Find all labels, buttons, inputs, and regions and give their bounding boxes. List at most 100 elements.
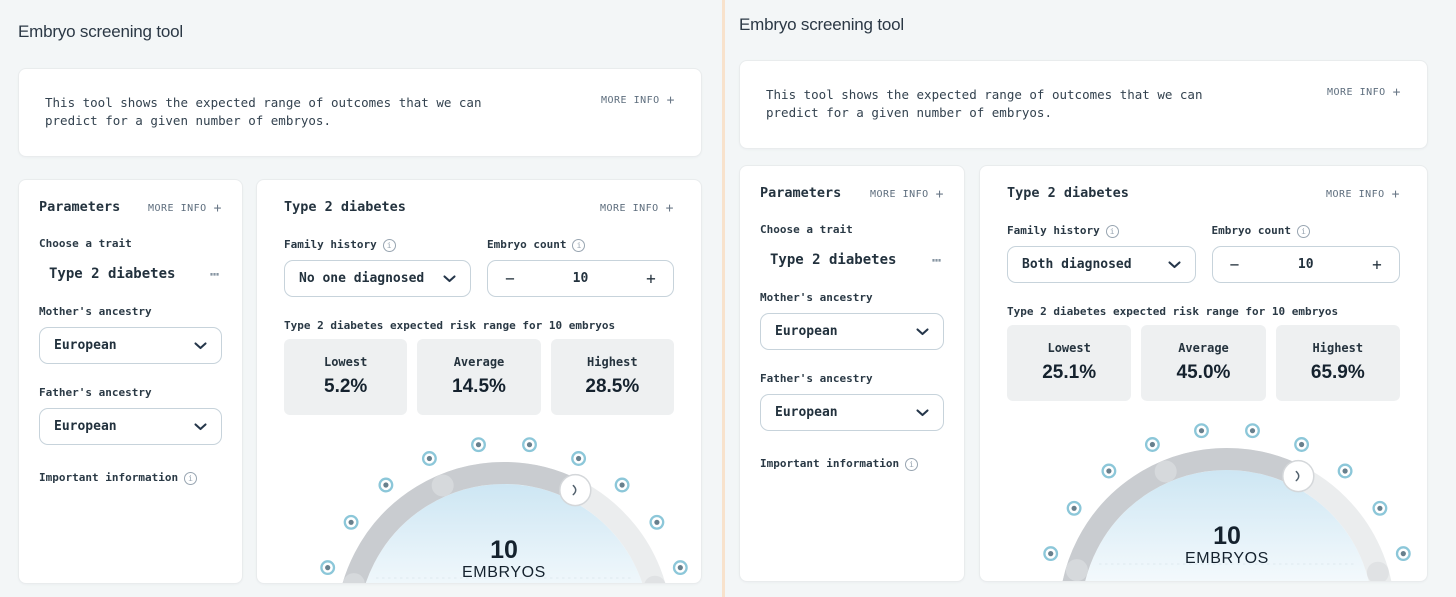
more-options-icon[interactable]: ⋯: [209, 265, 220, 283]
chevron-down-icon: [194, 422, 207, 430]
father-ancestry-select[interactable]: European: [39, 408, 222, 445]
stat-lowest: Lowest 5.2%: [284, 339, 408, 415]
embryo-marker-icon: [1337, 463, 1353, 479]
embryo-count-gauge[interactable]: 10 EMBRYOS: [284, 435, 701, 583]
trait-label: Choose a trait: [39, 237, 132, 250]
trait-value: Type 2 diabetes: [49, 266, 176, 282]
info-icon[interactable]: i: [184, 471, 198, 485]
important-information-label: Important information i: [760, 457, 919, 471]
trait-value: Type 2 diabetes: [770, 252, 897, 268]
intro-card: This tool shows the expected range of ou…: [739, 60, 1428, 149]
cards-row: Parameters MORE INFO + Choose a trait Ty…: [739, 165, 1428, 582]
embryo-marker-icon: [672, 560, 688, 576]
family-history-label: Family history i: [1007, 224, 1119, 238]
embryo-marker-icon: [1294, 437, 1310, 452]
more-info-label: MORE INFO: [869, 189, 929, 200]
more-info-label: MORE INFO: [1325, 189, 1385, 200]
more-info-button[interactable]: MORE INFO +: [869, 186, 944, 202]
embryo-marker-icon: [571, 451, 587, 466]
info-icon[interactable]: i: [382, 238, 396, 252]
decrement-button[interactable]: −: [1219, 249, 1251, 281]
embryo-count-gauge[interactable]: 10 EMBRYOS: [1007, 421, 1427, 581]
trait-card-heading: Type 2 diabetes: [1007, 185, 1129, 201]
screening-panel-right: Embryo screening tool This tool shows th…: [725, 0, 1456, 597]
more-info-button[interactable]: MORE INFO +: [599, 200, 674, 216]
trait-detail-card: Type 2 diabetes MORE INFO + Family histo…: [979, 165, 1428, 582]
mother-ancestry-label: Mother's ancestry: [39, 305, 152, 318]
family-history-select[interactable]: No one diagnosed: [284, 260, 471, 297]
more-info-button[interactable]: MORE INFO +: [600, 92, 675, 108]
trait-detail-card: Type 2 diabetes MORE INFO + Family histo…: [256, 179, 702, 584]
embryo-marker-icon: [649, 514, 665, 530]
embryo-marker-icon: [1101, 463, 1117, 479]
chevron-down-icon: [916, 327, 929, 335]
plus-icon: +: [666, 92, 675, 108]
info-icon[interactable]: i: [1296, 224, 1310, 238]
family-history-value: No one diagnosed: [299, 271, 425, 286]
plus-icon: +: [1392, 84, 1401, 100]
plus-icon: +: [1391, 186, 1400, 202]
embryo-marker-icon: [378, 477, 394, 493]
parameters-heading: Parameters: [39, 199, 121, 215]
embryo-marker-icon: [1066, 500, 1082, 516]
info-icon[interactable]: i: [905, 457, 919, 471]
trait-card-heading: Type 2 diabetes: [284, 199, 406, 215]
more-info-button[interactable]: MORE INFO +: [1327, 84, 1401, 100]
mother-ancestry-value: European: [775, 324, 838, 339]
more-info-label: MORE INFO: [600, 95, 660, 106]
stat-lowest: Lowest 25.1%: [1007, 325, 1132, 401]
embryo-marker-icon: [320, 560, 336, 576]
stat-highest: Highest 28.5%: [550, 339, 674, 415]
embryo-marker-icon: [1194, 423, 1209, 439]
trait-row: Type 2 diabetes ⋯: [770, 251, 944, 269]
father-ancestry-value: European: [54, 419, 117, 434]
embryo-count-value: 10: [572, 271, 589, 286]
embryo-marker-icon: [1245, 423, 1260, 439]
increment-button[interactable]: +: [1361, 249, 1393, 281]
cards-row: Parameters MORE INFO + Choose a trait Ty…: [18, 179, 702, 584]
chevron-down-icon: [443, 274, 456, 282]
parameters-heading: Parameters: [760, 185, 842, 201]
stat-average: Average 45.0%: [1141, 325, 1266, 401]
info-icon[interactable]: i: [1105, 224, 1119, 238]
stat-highest: Highest 65.9%: [1275, 325, 1400, 401]
plus-icon: +: [665, 200, 674, 216]
embryo-marker-icon: [343, 514, 359, 530]
gauge-handle-icon: [559, 473, 592, 507]
embryo-count-label: Embryo count i: [1212, 224, 1310, 238]
more-info-button[interactable]: MORE INFO +: [1325, 186, 1400, 202]
plus-icon: +: [213, 200, 222, 216]
embryo-marker-icon: [1043, 546, 1059, 562]
embryo-marker-icon: [1144, 437, 1160, 452]
risk-range-caption: Type 2 diabetes expected risk range for …: [1007, 305, 1339, 318]
father-ancestry-label: Father's ancestry: [760, 372, 873, 385]
intro-text: This tool shows the expected range of ou…: [766, 87, 1203, 120]
embryo-count-stepper: − 10 +: [1211, 246, 1400, 283]
panel-divider: [722, 0, 725, 597]
embryo-count-value: 10: [1297, 257, 1314, 272]
chevron-down-icon: [916, 408, 929, 416]
stat-average: Average 14.5%: [417, 339, 541, 415]
mother-ancestry-select[interactable]: European: [39, 327, 222, 364]
family-history-select[interactable]: Both diagnosed: [1007, 246, 1196, 283]
embryo-count-label: Embryo count i: [487, 238, 586, 252]
gauge-handle-icon: [1282, 459, 1315, 493]
father-ancestry-label: Father's ancestry: [39, 386, 152, 399]
info-icon[interactable]: i: [572, 238, 586, 252]
screening-panel-left: Embryo screening tool This tool shows th…: [0, 0, 722, 597]
more-info-label: MORE INFO: [147, 203, 207, 214]
intro-text: This tool shows the expected range of ou…: [45, 95, 482, 128]
increment-button[interactable]: +: [635, 263, 667, 295]
chevron-down-icon: [194, 341, 207, 349]
plus-icon: +: [935, 186, 944, 202]
chevron-down-icon: [1167, 260, 1181, 268]
parameters-card: Parameters MORE INFO + Choose a trait Ty…: [18, 179, 243, 584]
father-ancestry-select[interactable]: European: [760, 394, 944, 431]
more-info-button[interactable]: MORE INFO +: [147, 200, 222, 216]
embryo-marker-icon: [1395, 546, 1411, 562]
decrement-button[interactable]: −: [494, 263, 526, 295]
more-info-label: MORE INFO: [599, 203, 659, 214]
more-options-icon[interactable]: ⋯: [931, 251, 942, 269]
risk-stats: Lowest 25.1% Average 45.0% Highest 65.9%: [1007, 325, 1400, 401]
mother-ancestry-select[interactable]: European: [760, 313, 944, 350]
